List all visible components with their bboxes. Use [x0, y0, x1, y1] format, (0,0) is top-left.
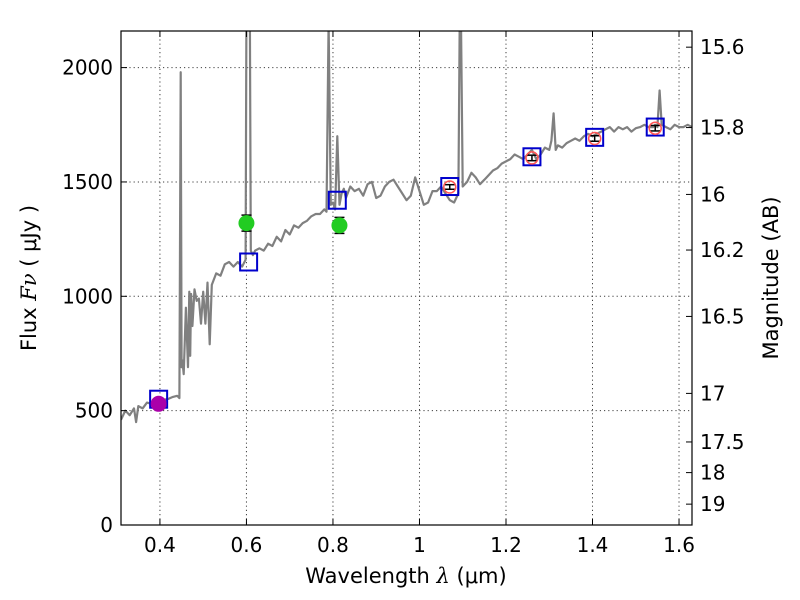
series — [121, 31, 692, 424]
y-tick-label: 500 — [75, 399, 113, 423]
x-tick-label: 1 — [413, 533, 426, 557]
plot-frame — [120, 30, 693, 526]
x-tick-label: 1.4 — [577, 533, 609, 557]
x-axis-title: Wavelength λ (μm) — [305, 564, 506, 588]
observed-nir-point — [648, 121, 662, 135]
model-photometry-point — [440, 177, 460, 197]
y-axis-title: Flux Fν ( μJy ) — [17, 205, 41, 351]
y-tick-label: 1000 — [62, 284, 113, 308]
y2-tick-label: 15.8 — [700, 116, 745, 140]
y2-tick-label: 16 — [700, 182, 725, 206]
observed-point — [150, 395, 167, 412]
x-tick-label: 0.6 — [231, 533, 263, 557]
y2-tick-label: 19 — [700, 492, 725, 516]
y2-tick-label: 17.5 — [700, 430, 745, 454]
observed-nir-point — [525, 151, 539, 165]
model-photometry-point — [645, 117, 665, 137]
x-tick-label: 1.6 — [663, 533, 695, 557]
y2-tick-label: 16.5 — [700, 304, 745, 328]
spectrum-line — [121, 31, 692, 424]
y2-tick-label: 15.6 — [700, 35, 745, 59]
y2-tick-label: 18 — [700, 461, 725, 485]
observed-nir-point — [443, 180, 457, 194]
y-tick-label: 0 — [100, 513, 113, 537]
y-tick-label: 2000 — [62, 56, 113, 80]
ticks: 0.4 0.6 0.8 1 1.2 1.4 1.6 0 500 1000 1500 2000 15.6 1… — [62, 31, 745, 557]
x-tick-label: 1.2 — [490, 533, 522, 557]
y-tick-label: 1500 — [62, 170, 113, 194]
observed-point — [238, 215, 255, 232]
model-photometry-point — [327, 190, 347, 210]
grid — [121, 31, 692, 526]
y2-axis-title: Magnitude (AB) — [759, 196, 783, 359]
model-photometry-point — [239, 252, 259, 272]
model-photometry-point — [522, 147, 542, 167]
y2-tick-label: 17 — [700, 381, 725, 405]
x-tick-label: 0.8 — [317, 533, 349, 557]
markers — [149, 117, 665, 412]
observed-nir-point — [587, 131, 602, 146]
y2-tick-label: 16.2 — [700, 238, 745, 262]
model-photometry-point — [585, 127, 605, 147]
x-tick-label: 0.4 — [144, 533, 176, 557]
observed-point — [331, 217, 348, 234]
